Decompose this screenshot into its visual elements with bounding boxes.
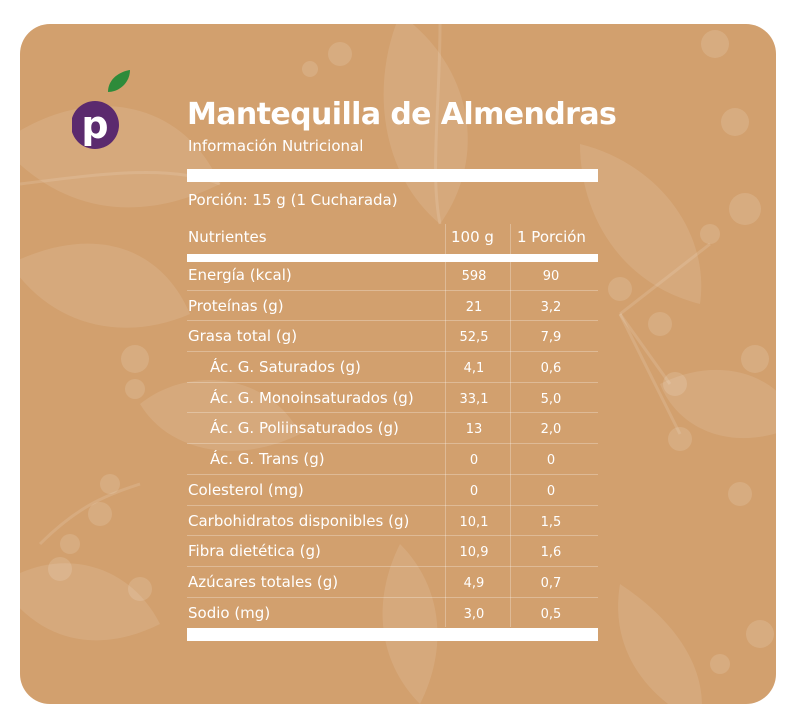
logo-letter: p xyxy=(81,103,108,147)
value-per-portion: 1,6 xyxy=(540,545,562,561)
value-per-portion: 1,5 xyxy=(540,514,562,530)
table-row: Sodio (mg) 3,0 0,5 xyxy=(187,598,598,629)
nutrient-name: Grasa total (g) xyxy=(188,327,298,346)
nutrition-card: p Mantequilla de Almendras Información N… xyxy=(20,24,776,704)
table-row: Proteínas (g) 21 3,2 xyxy=(187,291,598,322)
subtitle: Información Nutricional xyxy=(188,137,364,155)
leaf-icon xyxy=(108,70,130,92)
table-row: Ác. G. Poliinsaturados (g) 13 2,0 xyxy=(187,413,598,445)
portion-info: Porción: 15 g (1 Cucharada) xyxy=(188,191,398,209)
table-row: Ác. G. Monoinsaturados (g) 33,1 5,0 xyxy=(187,383,598,414)
column-divider xyxy=(510,262,511,627)
header-per-portion: 1 Porción xyxy=(517,228,586,246)
value-per-100g: 0 xyxy=(469,453,479,469)
table-row: Ác. G. Saturados (g) 4,1 0,6 xyxy=(187,352,598,383)
table-row: Fibra dietética (g) 10,9 1,6 xyxy=(187,536,598,567)
value-per-100g: 52,5 xyxy=(459,330,489,346)
nutrient-name: Fibra dietética (g) xyxy=(188,542,321,561)
nutrient-name: Ác. G. Monoinsaturados (g) xyxy=(210,388,414,407)
value-per-100g: 598 xyxy=(461,269,487,284)
header-per-100g: 100 g xyxy=(451,228,494,246)
header-divider-bar xyxy=(187,254,598,262)
nutrient-name: Colesterol (mg) xyxy=(188,480,304,499)
value-per-portion: 0 xyxy=(546,453,556,469)
page-title: Mantequilla de Almendras xyxy=(187,97,617,132)
value-per-portion: 5,0 xyxy=(540,391,562,407)
nutrient-name: Ác. G. Saturados (g) xyxy=(210,358,361,377)
value-per-100g: 4,1 xyxy=(463,361,485,377)
value-per-100g: 10,1 xyxy=(459,514,489,530)
value-per-100g: 33,1 xyxy=(459,391,489,407)
column-divider xyxy=(445,224,446,254)
value-per-portion: 2,0 xyxy=(540,422,562,438)
column-divider xyxy=(445,262,446,627)
nutrition-table: Energía (kcal) 598 90 Proteínas (g) 21 3,2 Gra… xyxy=(187,260,598,628)
top-divider-bar xyxy=(187,169,598,182)
value-per-portion: 0,7 xyxy=(540,575,562,591)
table-row: Ác. G. Trans (g) 0 0 xyxy=(187,444,598,475)
value-per-portion: 7,9 xyxy=(540,330,562,346)
nutrient-name: Azúcares totales (g) xyxy=(188,572,339,591)
header-nutrients: Nutrientes xyxy=(188,228,267,246)
value-per-portion: 0,6 xyxy=(540,361,562,377)
column-divider xyxy=(510,224,511,254)
nutrient-name: Carbohidratos disponibles (g) xyxy=(188,511,410,530)
bottom-divider-bar xyxy=(187,628,598,641)
value-per-100g: 0 xyxy=(469,483,479,499)
nutrient-name: Ác. G. Poliinsaturados (g) xyxy=(210,419,399,438)
value-per-portion: 3,2 xyxy=(540,299,562,315)
nutrient-name: Energía (kcal) xyxy=(188,266,292,284)
value-per-100g: 3,0 xyxy=(463,606,485,622)
table-header: Nutrientes 100 g 1 Porción xyxy=(187,220,598,256)
value-per-100g: 13 xyxy=(465,422,483,438)
table-row: Energía (kcal) 598 90 xyxy=(187,260,598,291)
table-row: Azúcares totales (g) 4,9 0,7 xyxy=(187,567,598,598)
value-per-portion: 0 xyxy=(546,483,556,499)
table-row: Colesterol (mg) 0 0 xyxy=(187,475,598,506)
value-per-100g: 4,9 xyxy=(463,575,485,591)
table-row: Grasa total (g) 52,5 7,9 xyxy=(187,321,598,353)
nutrient-name: Ác. G. Trans (g) xyxy=(210,450,325,469)
nutrient-name: Proteínas (g) xyxy=(188,296,284,315)
brand-logo: p xyxy=(72,70,130,149)
nutrient-name: Sodio (mg) xyxy=(188,603,271,622)
value-per-portion: 90 xyxy=(542,269,560,284)
value-per-100g: 10,9 xyxy=(459,545,489,561)
table-row: Carbohidratos disponibles (g) 10,1 1,5 xyxy=(187,506,598,537)
value-per-portion: 0,5 xyxy=(540,606,562,622)
value-per-100g: 21 xyxy=(465,299,483,315)
